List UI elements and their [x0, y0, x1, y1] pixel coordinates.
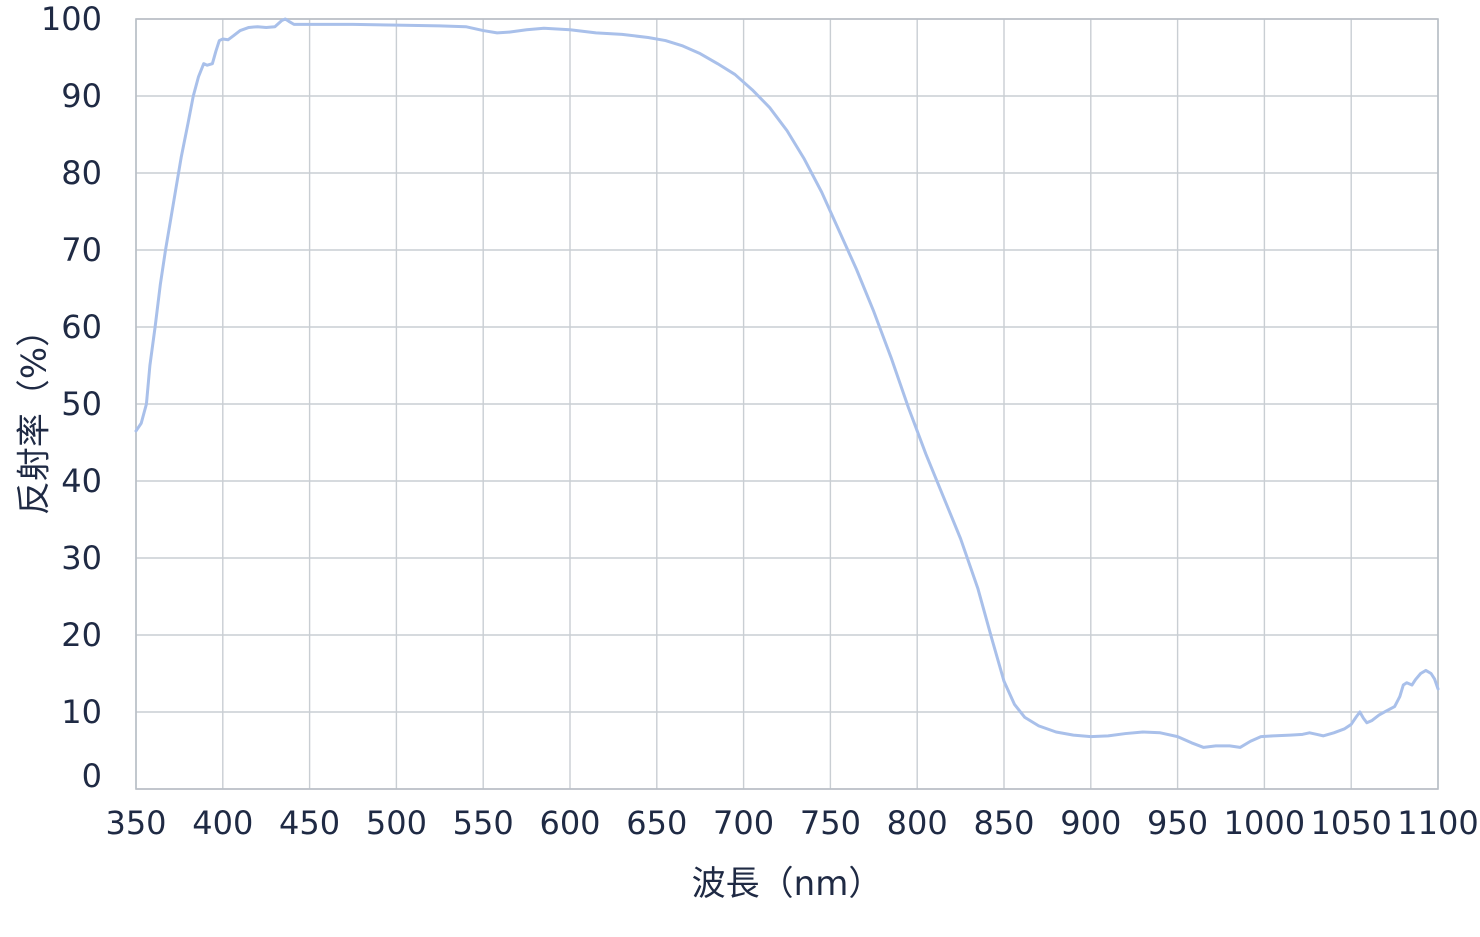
plot-area-border — [135, 18, 1439, 790]
y-axis-title: 反射率（%） — [15, 313, 55, 515]
series-line-0 — [134, 17, 1440, 749]
x-tick-label-600: 600 — [539, 804, 600, 842]
y-tick-label-20: 20 — [61, 616, 102, 654]
y-tick-label-50: 50 — [61, 385, 102, 423]
y-tick-label-90: 90 — [61, 77, 102, 115]
y-tick-label-100: 100 — [41, 0, 102, 38]
y-tick-label-30: 30 — [61, 539, 102, 577]
y-tick-label-10: 10 — [61, 693, 102, 731]
x-tick-label-450: 450 — [279, 804, 340, 842]
x-tick-label-700: 700 — [713, 804, 774, 842]
x-axis-tick-labels: 350 400 450 500 550 600 650 700 750 800 850 900 950 1… — [105, 804, 1478, 842]
x-tick-label-850: 850 — [973, 804, 1034, 842]
y-tick-label-40: 40 — [61, 462, 102, 500]
y-tick-label-60: 60 — [61, 308, 102, 346]
x-tick-label-400: 400 — [192, 804, 253, 842]
x-tick-label-1000: 1000 — [1224, 804, 1305, 842]
x-tick-label-1100: 1100 — [1397, 804, 1478, 842]
x-tick-label-1050: 1050 — [1310, 804, 1391, 842]
x-tick-label-750: 750 — [800, 804, 861, 842]
x-tick-label-950: 950 — [1147, 804, 1208, 842]
x-tick-label-350: 350 — [105, 804, 166, 842]
series-layer — [134, 17, 1440, 749]
x-tick-label-900: 900 — [1060, 804, 1121, 842]
y-tick-label-80: 80 — [61, 154, 102, 192]
x-tick-label-550: 550 — [453, 804, 514, 842]
y-tick-label-70: 70 — [61, 231, 102, 269]
y-axis-tick-labels: 0 10 20 30 40 50 60 70 80 90 100 — [41, 0, 102, 795]
x-tick-label-650: 650 — [626, 804, 687, 842]
x-axis-title: 波長（nm） — [692, 864, 883, 904]
grid — [135, 18, 1439, 790]
x-tick-label-800: 800 — [887, 804, 948, 842]
x-tick-label-500: 500 — [366, 804, 427, 842]
y-tick-label-0: 0 — [82, 757, 102, 795]
